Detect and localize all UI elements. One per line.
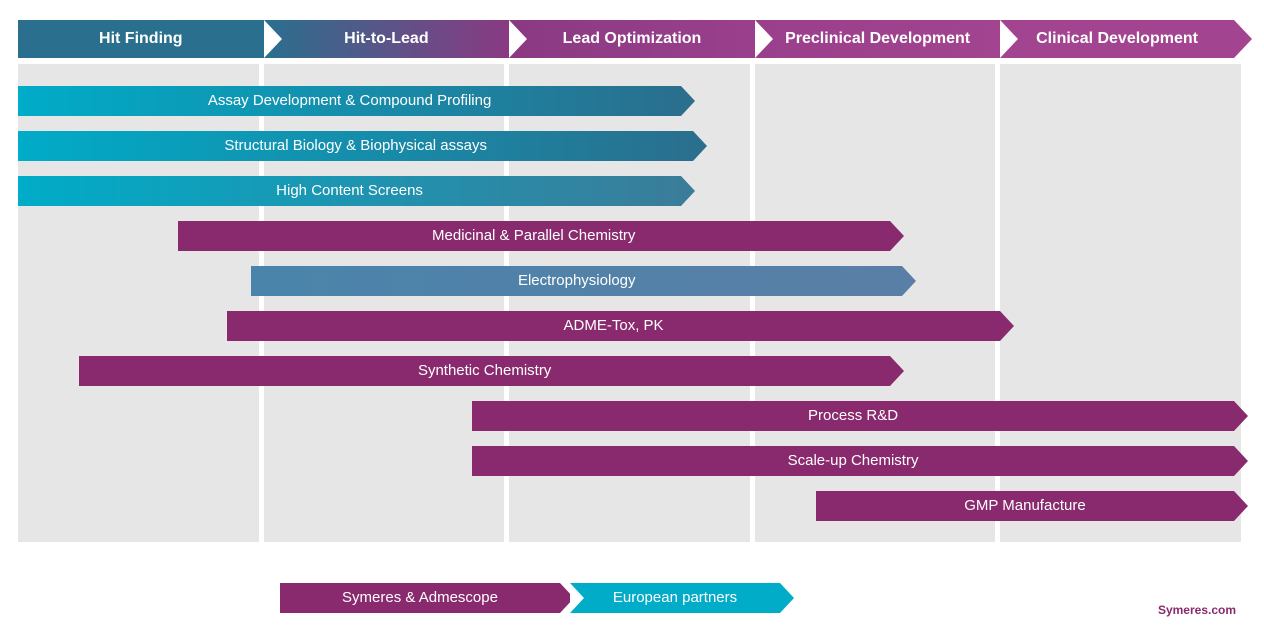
bar-label: Medicinal & Parallel Chemistry xyxy=(432,227,635,244)
bar-high-content-screens: High Content Screens xyxy=(18,176,681,206)
bar-medicinal-chemistry: Medicinal & Parallel Chemistry xyxy=(178,221,890,251)
phase-label: Lead Optimization xyxy=(563,30,702,47)
bar-scaleup-chemistry: Scale-up Chemistry xyxy=(472,446,1233,476)
phase-clinical: Clinical Development xyxy=(1000,20,1233,58)
phase-hit-to-lead: Hit-to-Lead xyxy=(264,20,510,58)
phase-label: Clinical Development xyxy=(1036,30,1198,47)
bar-label: Assay Development & Compound Profiling xyxy=(208,92,491,109)
phase-hit-finding: Hit Finding xyxy=(18,20,264,58)
bar-synthetic-chemistry: Synthetic Chemistry xyxy=(79,356,889,386)
legend-label: Symeres & Admescope xyxy=(342,589,498,606)
bar-gmp-manufacture: GMP Manufacture xyxy=(816,491,1234,521)
bar-label: Scale-up Chemistry xyxy=(788,452,919,469)
phase-label: Hit Finding xyxy=(99,30,183,47)
bar-assay-development: Assay Development & Compound Profiling xyxy=(18,86,681,116)
phase-lead-optimization: Lead Optimization xyxy=(509,20,755,58)
phase-label: Hit-to-Lead xyxy=(344,30,428,47)
bar-electrophysiology: Electrophysiology xyxy=(251,266,902,296)
legend-label: European partners xyxy=(613,589,737,606)
phase-preclinical: Preclinical Development xyxy=(755,20,1001,58)
legend-european-partners: European partners xyxy=(570,583,780,613)
bar-label: Synthetic Chemistry xyxy=(418,362,551,379)
bar-label: Process R&D xyxy=(808,407,898,424)
bar-adme-tox: ADME-Tox, PK xyxy=(227,311,1001,341)
bar-label: High Content Screens xyxy=(276,182,423,199)
phase-label: Preclinical Development xyxy=(785,30,970,47)
bar-label: Structural Biology & Biophysical assays xyxy=(224,137,487,154)
bar-label: ADME-Tox, PK xyxy=(564,317,664,334)
bar-process-rd: Process R&D xyxy=(472,401,1233,431)
footer-brand: Symeres.com xyxy=(1158,603,1236,617)
timeline-grid: Assay Development & Compound Profiling S… xyxy=(18,64,1246,542)
phase-header: Hit Finding Hit-to-Lead Lead Optimizatio… xyxy=(18,20,1246,58)
legend-symeres: Symeres & Admescope xyxy=(280,583,560,613)
bar-label: Electrophysiology xyxy=(518,272,636,289)
bar-structural-biology: Structural Biology & Biophysical assays xyxy=(18,131,693,161)
bar-label: GMP Manufacture xyxy=(964,497,1085,514)
